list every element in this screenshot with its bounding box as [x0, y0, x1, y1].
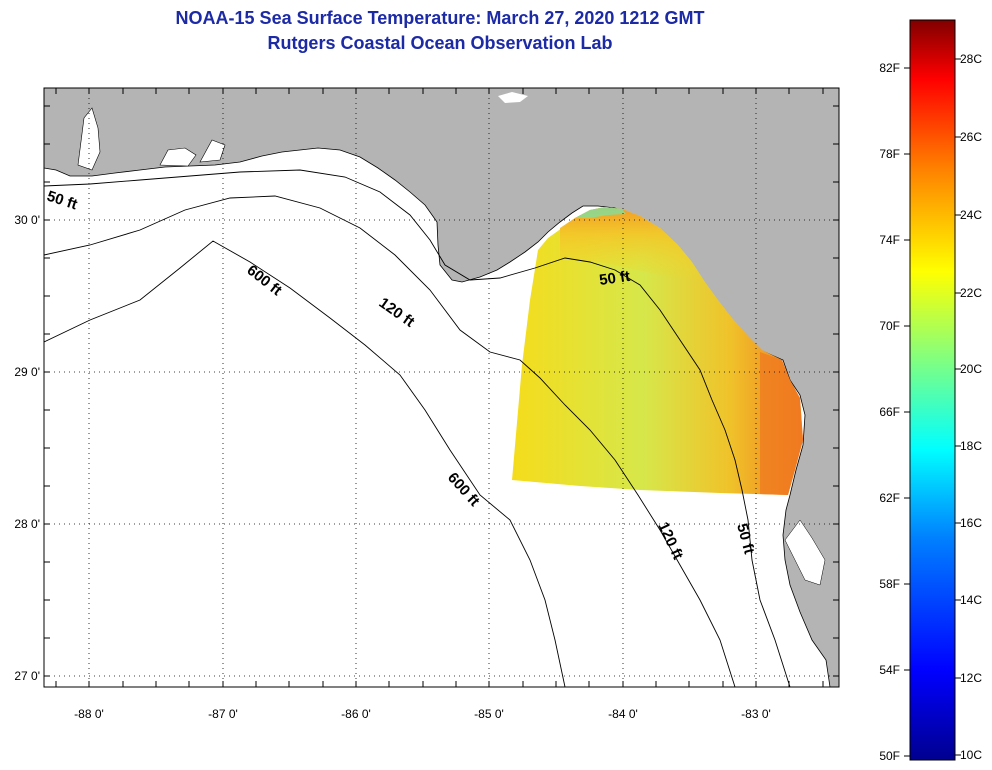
colorbar-f-label: 50F: [879, 749, 900, 763]
land-mass: [44, 88, 839, 687]
lon-tick-label: -85 0': [474, 707, 504, 721]
lon-tick-label: -88 0': [74, 707, 104, 721]
sst-swath-north-warm: [560, 207, 705, 282]
sst-swath: [512, 207, 803, 495]
contour-50ft: [44, 169, 791, 687]
colorbar-f-label: 66F: [879, 405, 900, 419]
lon-tick-label: -87 0': [208, 707, 238, 721]
colorbar-f-label: 78F: [879, 147, 900, 161]
colorbar-c-label: 18C: [960, 439, 982, 453]
colorbar-c-label: 24C: [960, 208, 982, 222]
lat-tick-label: 29 0': [14, 365, 40, 379]
pensacola-bay: [159, 147, 197, 167]
map-subtitle: Rutgers Coastal Ocean Observation Lab: [267, 33, 613, 53]
colorbar-f-label: 58F: [879, 577, 900, 591]
sst-coastal-cool: [575, 207, 626, 218]
choctawhatchee-bay: [199, 139, 226, 163]
colorbar: [909, 19, 956, 761]
contour-120ft: [44, 195, 736, 687]
lat-tick-label: 27 0': [14, 669, 40, 683]
colorbar-c-label: 14C: [960, 593, 982, 607]
colorbar-f-label: 70F: [879, 319, 900, 333]
colorbar-f-label: 82F: [879, 61, 900, 75]
lon-tick-label: -84 0': [608, 707, 638, 721]
colorbar-f-label: 62F: [879, 491, 900, 505]
colorbar-c-label: 22C: [960, 286, 982, 300]
tampa-bay: [784, 519, 826, 586]
map-title: NOAA-15 Sea Surface Temperature: March 2…: [175, 8, 705, 28]
axis-ticks: [44, 88, 839, 687]
colorbar-c-label: 26C: [960, 130, 982, 144]
contour-600ft: [44, 240, 566, 687]
sst-swath-east-warm: [760, 352, 803, 495]
lake-seminole: [498, 92, 528, 103]
colorbar-f-label: 74F: [879, 233, 900, 247]
lon-tick-label: -83 0': [741, 707, 771, 721]
colorbar-f-label: 54F: [879, 663, 900, 677]
colorbar-c-label: 20C: [960, 362, 982, 376]
lon-tick-label: -86 0': [341, 707, 371, 721]
map-frame: [43, 87, 840, 688]
colorbar-c-label: 16C: [960, 516, 982, 530]
colorbar-ticks: [904, 58, 961, 757]
colorbar-c-label: 10C: [960, 748, 982, 762]
lat-tick-label: 28 0': [14, 517, 40, 531]
colorbar-c-label: 28C: [960, 52, 982, 66]
lat-tick-label: 30 0': [14, 213, 40, 227]
colorbar-c-label: 12C: [960, 671, 982, 685]
contour-label: 50 ft: [598, 268, 631, 289]
